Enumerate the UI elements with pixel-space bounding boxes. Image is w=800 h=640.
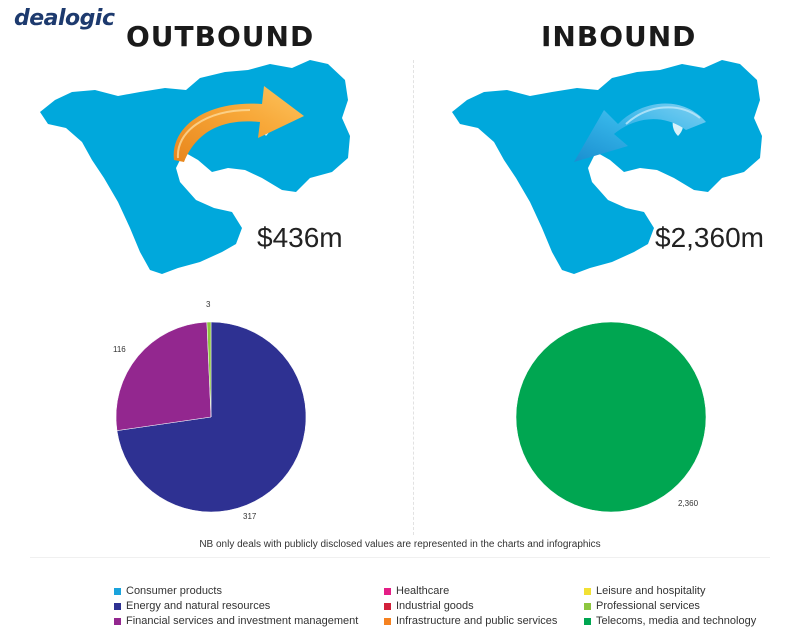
legend-swatch [584,602,591,610]
legend-swatch [384,617,391,625]
legend-swatch [584,617,591,625]
legend-swatch [584,587,591,595]
legend-label: Financial services and investment manage… [126,615,359,627]
legend-label: Leisure and hospitality [596,585,706,597]
pie-data-label: 3 [206,300,211,309]
pie-slice [515,321,707,513]
pie-data-label: 116 [113,345,126,354]
legend-label: Energy and natural resources [126,600,271,612]
legend-item: Industrial goods [384,599,584,613]
pie-slice [116,321,307,513]
legend-item: Energy and natural resources [114,599,384,613]
pie-slice [115,321,212,431]
legend-label: Healthcare [396,585,450,597]
legend-divider [30,557,770,558]
legend-item: Professional services [584,599,784,613]
legend-label: Industrial goods [396,600,474,612]
pie-slice [206,321,212,418]
legend-item: Healthcare [384,584,584,598]
disclosure-note: NB only deals with publicly disclosed va… [199,539,601,550]
legend-swatch [384,587,391,595]
outbound-total: $436m [257,222,343,253]
inbound-heading: INBOUND [541,20,697,53]
outbound-heading: OUTBOUND [126,20,315,53]
pie-data-label: 2,360 [678,499,699,508]
inbound-arrow [574,103,706,162]
infographic-canvas: 317 116 3 2,360 [40,60,762,521]
pie-data-label: 317 [243,512,257,521]
legend-item: Financial services and investment manage… [114,614,384,628]
dealogic-logo: dealogic [14,6,115,31]
gulf-water [598,176,636,192]
sector-legend: Consumer products Healthcare Leisure and… [114,584,784,628]
legend-item: Telecoms, media and technology [584,614,784,628]
gulf-water [186,176,224,192]
legend-label: Telecoms, media and technology [596,615,757,627]
outbound-arrow [173,86,304,162]
inbound-sector-pie-chart: 2,360 [515,321,707,513]
inbound-total: $2,360m [655,222,764,253]
legend-label: Professional services [596,600,700,612]
legend-label: Infrastructure and public services [396,615,558,627]
legend-swatch [114,617,121,625]
panel-divider [413,60,414,535]
legend-swatch [114,602,121,610]
legend-swatch [384,602,391,610]
legend-label: Consumer products [126,585,222,597]
legend-swatch [114,587,121,595]
outbound-sector-pie-chart: 317 116 3 [113,300,307,521]
legend-item: Leisure and hospitality [584,584,784,598]
legend-item: Consumer products [114,584,384,598]
legend-item: Infrastructure and public services [384,614,584,628]
